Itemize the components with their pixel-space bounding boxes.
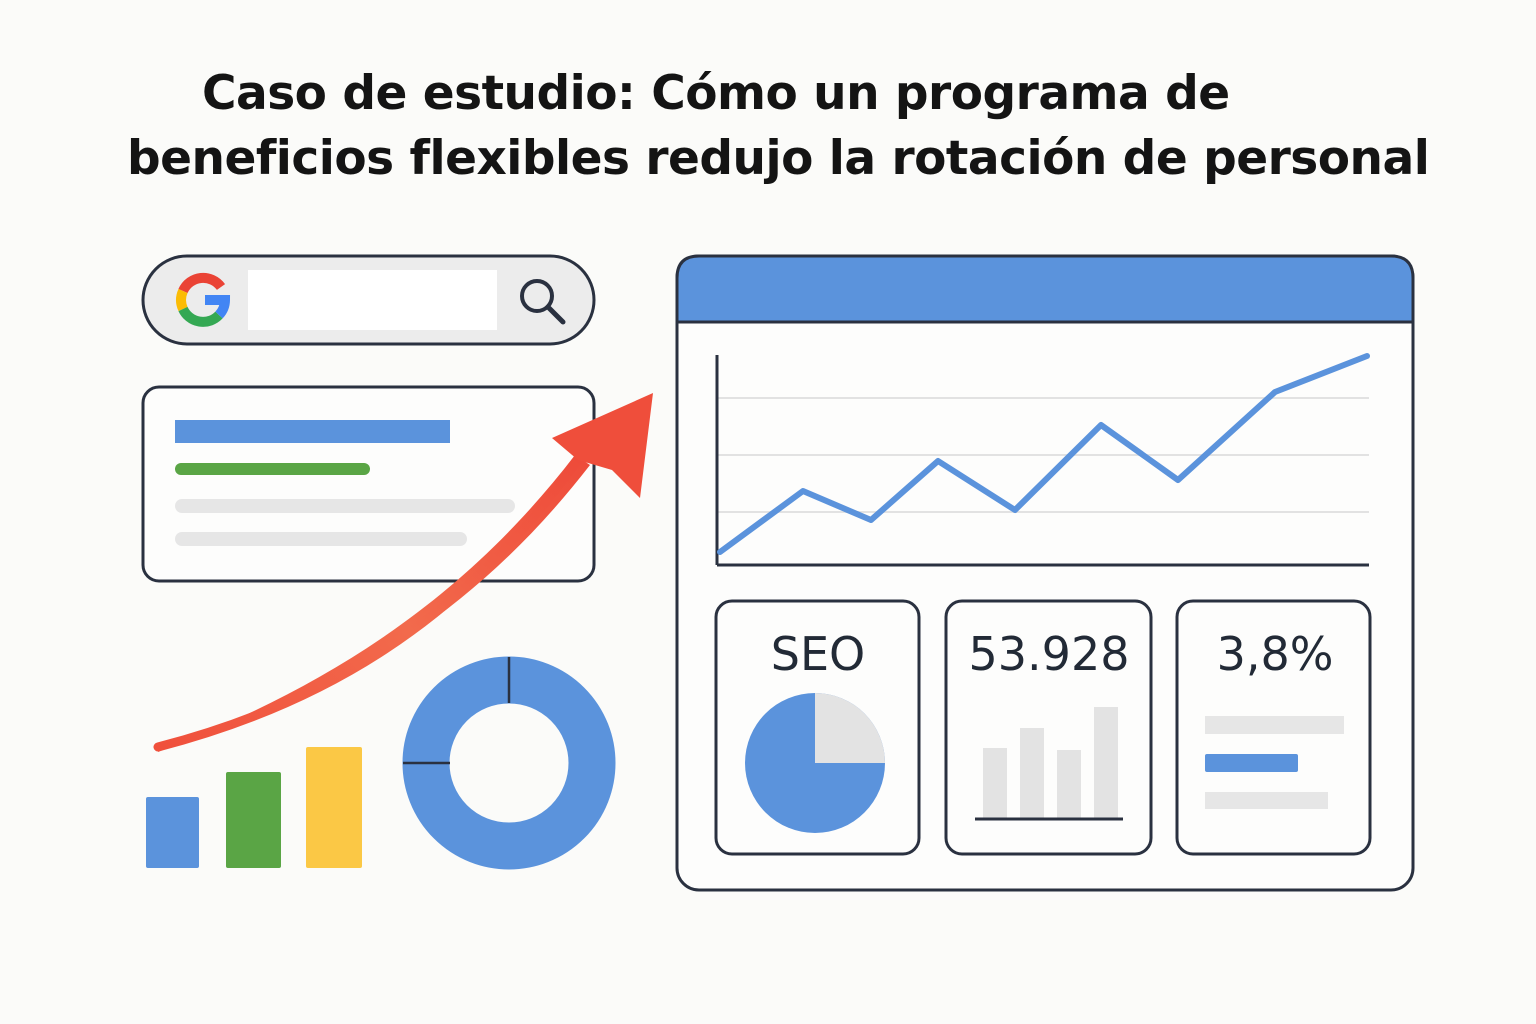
lines-icon bbox=[1205, 716, 1344, 809]
result-title-bar bbox=[175, 420, 450, 443]
dashboard-header bbox=[675, 254, 1415, 324]
stat-card-visits: 53.928 bbox=[944, 599, 1153, 856]
search-result-card bbox=[141, 385, 596, 583]
bar-chart-icon bbox=[975, 707, 1123, 821]
stat-card-rate: 3,8% bbox=[1175, 599, 1372, 856]
title-line-2: beneficios flexibles redujo la rotación … bbox=[127, 131, 1430, 186]
pie-chart-icon bbox=[745, 693, 885, 833]
google-g-icon bbox=[176, 272, 231, 327]
result-text-line bbox=[175, 532, 467, 546]
result-text-line bbox=[175, 499, 515, 513]
analytics-dashboard: SEO 53.928 3,8% bbox=[675, 254, 1415, 892]
line-chart bbox=[715, 353, 1370, 567]
stat-card-seo: SEO bbox=[714, 599, 921, 856]
search-icon[interactable] bbox=[520, 279, 566, 325]
search-bar[interactable] bbox=[141, 254, 596, 346]
result-url-bar bbox=[175, 463, 370, 475]
stat-label: SEO bbox=[771, 627, 865, 681]
growth-arrow-icon bbox=[153, 393, 653, 752]
stat-value: 3,8% bbox=[1217, 627, 1334, 681]
stat-value: 53.928 bbox=[969, 627, 1130, 681]
trend-line bbox=[717, 353, 1370, 555]
donut-chart-icon bbox=[402, 656, 616, 870]
title-line-1: Caso de estudio: Cómo un programa de bbox=[202, 66, 1230, 121]
color-bar-chart-icon bbox=[146, 747, 362, 868]
search-input[interactable] bbox=[248, 270, 497, 330]
